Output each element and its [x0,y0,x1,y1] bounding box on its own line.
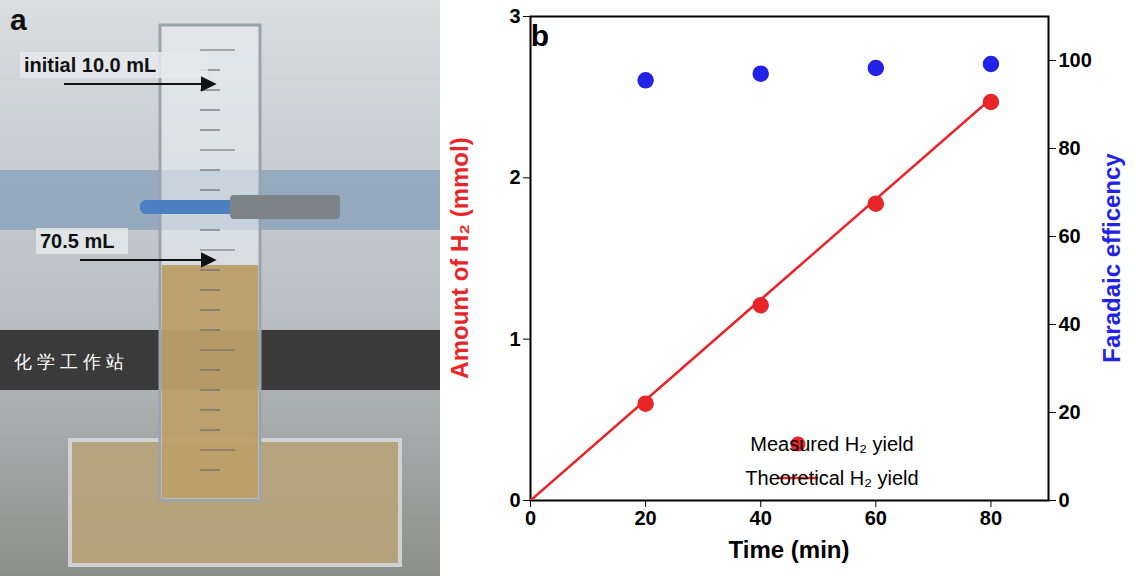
svg-text:Theoretical H₂ yield: Theoretical H₂ yield [745,467,918,489]
svg-text:1: 1 [509,328,520,350]
svg-text:60: 60 [1059,225,1081,247]
svg-text:3: 3 [509,5,520,27]
svg-text:40: 40 [750,507,772,529]
svg-text:Faradaic efficency: Faradaic efficency [1098,153,1125,363]
svg-text:Amount of H₂ (mmol): Amount of H₂ (mmol) [446,137,473,378]
svg-text:2: 2 [509,166,520,188]
svg-text:b: b [531,19,549,52]
svg-text:0: 0 [1059,489,1070,511]
svg-text:Time (min): Time (min) [729,536,850,563]
svg-text:Measured H₂ yield: Measured H₂ yield [750,433,913,455]
svg-text:化 学 工 作 站: 化 学 工 作 站 [14,352,124,372]
svg-text:80: 80 [1059,137,1081,159]
svg-text:40: 40 [1059,313,1081,335]
svg-text:0: 0 [509,489,520,511]
svg-text:60: 60 [865,507,887,529]
svg-text:80: 80 [980,507,1002,529]
svg-text:20: 20 [634,507,656,529]
svg-text:100: 100 [1059,49,1092,71]
svg-text:a: a [10,3,27,36]
svg-text:0: 0 [525,507,536,529]
svg-text:20: 20 [1059,401,1081,423]
svg-text:initial 10.0 mL: initial 10.0 mL [24,54,156,76]
svg-text:70.5 mL: 70.5 mL [40,230,114,252]
